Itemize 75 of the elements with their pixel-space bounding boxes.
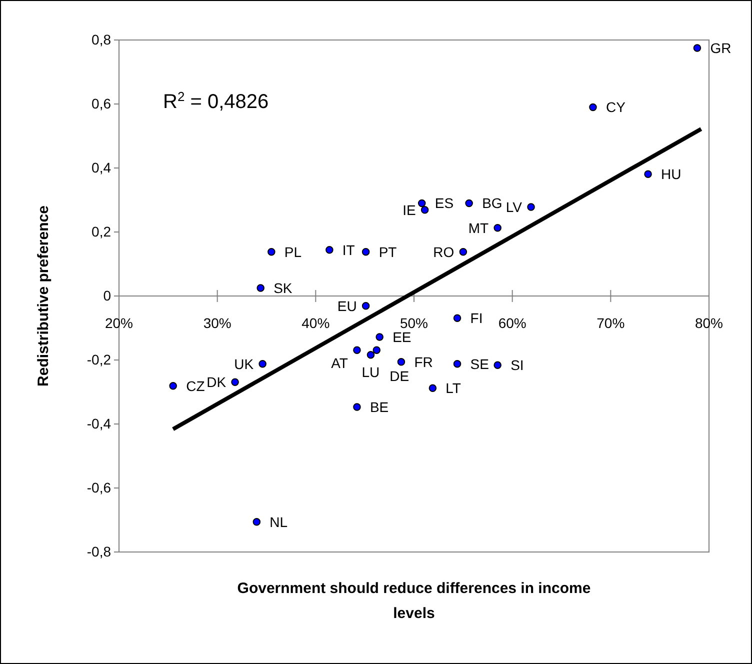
point (428, 384, 437, 392)
point (372, 346, 381, 354)
point (453, 360, 462, 368)
annotation: MT (468, 220, 490, 236)
annotation: LV (506, 199, 523, 216)
annotation: ES (434, 195, 454, 212)
annotation: EE (392, 328, 412, 345)
x-tick-label: 70% (596, 314, 625, 331)
y-tick-label: 0,2 (92, 223, 112, 240)
point (527, 203, 535, 211)
y-tick-label: -0,2 (86, 351, 112, 368)
annotation: HU (661, 166, 682, 182)
annotation: IE (402, 202, 416, 218)
point (252, 518, 261, 526)
annotation: CY (606, 99, 626, 116)
x-tick-label: 20% (104, 314, 134, 331)
point (169, 382, 177, 390)
x-tick-label: 40% (302, 314, 330, 331)
point (258, 360, 266, 368)
annotation: R$^{2}$ = 0,4826 (163, 88, 269, 113)
x-tick-label: 30% (203, 314, 232, 331)
point (366, 351, 375, 359)
annotation: GR (710, 40, 732, 56)
point (693, 44, 702, 52)
annotation: PT (378, 244, 398, 260)
annotation: AT (331, 355, 348, 372)
x-tick-label: 80% (694, 314, 724, 331)
point (362, 248, 370, 256)
point (362, 302, 370, 310)
point (644, 170, 652, 178)
point (353, 346, 361, 354)
point (418, 199, 426, 208)
annotation: SK (274, 280, 293, 296)
point (353, 403, 361, 411)
y-tick-label: -0,8 (86, 543, 112, 560)
x-tick-label: 60% (498, 314, 526, 331)
annotation: DE (390, 368, 410, 384)
point (256, 284, 264, 292)
point (326, 246, 334, 254)
annotation: IT (342, 242, 356, 258)
annotation: UK (234, 356, 254, 372)
annotation: SE (470, 356, 489, 372)
point (494, 361, 502, 369)
annotation: LT (446, 380, 462, 396)
y-tick-label: 0,6 (92, 95, 112, 112)
annotation: EU (337, 298, 357, 314)
y-tick-label: -0,6 (86, 479, 112, 496)
point (589, 103, 597, 112)
point (231, 378, 239, 386)
point (453, 314, 462, 322)
x-axis-title: Government should reduce differences in income levels (237, 580, 591, 622)
point (376, 333, 384, 341)
annotation: FR (414, 354, 433, 370)
point (459, 248, 468, 256)
y-tick-label: -0,4 (86, 415, 112, 432)
point (420, 206, 429, 214)
annotation: RO (433, 244, 454, 260)
y-axis-title: Redistributive preference (35, 206, 52, 386)
x-tick-label: 50% (400, 314, 428, 331)
annotation: FI (470, 310, 483, 326)
annotation: SI (510, 357, 524, 374)
y-tick-label: 0,4 (92, 159, 112, 176)
annotation: PL (284, 244, 302, 260)
annotation: DK (206, 374, 227, 390)
annotation: LU (362, 364, 380, 380)
annotation: CZ (186, 378, 206, 394)
y-tick-label: 0 (103, 287, 112, 304)
annotation: BG (482, 195, 502, 212)
annotation: BE (370, 399, 389, 416)
point (494, 224, 502, 232)
point (397, 358, 406, 366)
point (465, 199, 473, 208)
y-tick-label: 0,8 (92, 31, 112, 48)
annotation: NL (270, 514, 288, 530)
point (268, 248, 276, 256)
